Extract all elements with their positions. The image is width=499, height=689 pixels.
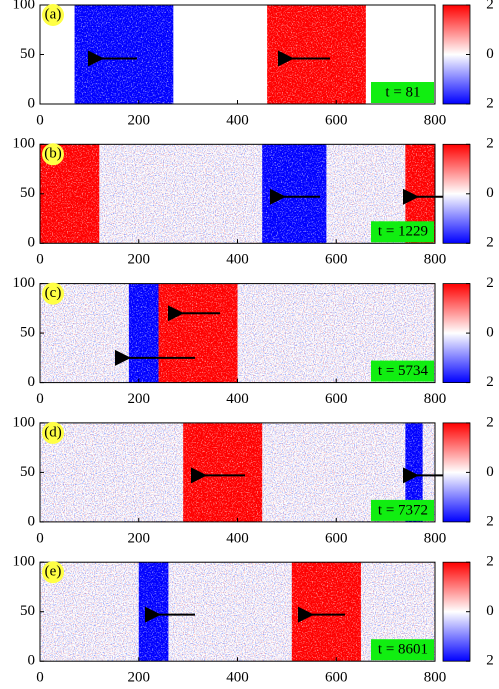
x-tick-label: 0 xyxy=(36,112,44,128)
x-tick-label: 800 xyxy=(424,530,447,546)
region-texture xyxy=(138,562,169,662)
label-badge xyxy=(42,282,64,305)
colorbar-tick-label: 2 xyxy=(486,0,494,12)
x-tick-label: 200 xyxy=(128,391,151,407)
x-tick-label: 400 xyxy=(226,670,249,686)
x-tick-label: 800 xyxy=(424,391,447,407)
panel: 0 200 400 600 800 0 50 100 (c) t = 5734 2 0 2 xyxy=(13,275,494,407)
annotation-box xyxy=(371,360,434,382)
annotation-box xyxy=(371,639,434,661)
label-badge xyxy=(42,421,64,444)
colorbar xyxy=(442,143,471,244)
x-tick-label: 600 xyxy=(325,530,348,546)
colorbar-tick-label: 0 xyxy=(486,603,494,619)
region-texture xyxy=(158,283,238,383)
y-tick-label: 0 xyxy=(28,513,36,529)
y-tick-label: 50 xyxy=(20,464,35,480)
y-tick-label: 50 xyxy=(20,46,35,62)
label-badge xyxy=(42,561,64,584)
x-tick-label: 800 xyxy=(424,112,447,128)
annotation-box xyxy=(371,82,434,103)
colorbar-tick-label: 2 xyxy=(486,136,494,152)
x-tick-label: 0 xyxy=(36,391,44,407)
x-tick-label: 400 xyxy=(226,112,249,128)
colorbar-tick-label: 0 xyxy=(486,325,494,341)
x-tick-label: 0 xyxy=(36,252,44,268)
label-badge xyxy=(42,143,64,166)
y-tick-label: 100 xyxy=(13,136,36,152)
noise-red xyxy=(40,144,435,244)
y-tick-label: 50 xyxy=(20,603,35,619)
region-texture xyxy=(267,5,366,104)
colorbar xyxy=(442,283,471,384)
annotation: t = 8601 xyxy=(378,642,428,658)
region-texture xyxy=(183,422,263,522)
colorbar-tick-label: 0 xyxy=(486,185,494,201)
panel-label: (d) xyxy=(44,424,62,440)
panel: 0 200 400 600 800 0 50 100 (a) t = 81 2 0 2 xyxy=(13,0,494,128)
annotation: t = 1229 xyxy=(378,224,428,240)
colorbar-tick-label: 2 xyxy=(486,95,494,111)
panel: 0 200 400 600 800 0 50 100 (b) t = 1229 2 0 2 xyxy=(13,136,494,268)
region-texture xyxy=(262,144,327,244)
colorbar-tick-label: 2 xyxy=(486,275,494,291)
x-tick-label: 400 xyxy=(226,530,249,546)
annotation: t = 81 xyxy=(385,84,420,100)
panel-label: (e) xyxy=(45,564,62,580)
x-tick-label: 600 xyxy=(325,391,348,407)
x-tick-label: 400 xyxy=(226,391,249,407)
colorbar-tick-label: 0 xyxy=(486,464,494,480)
colorbar-tick-label: 2 xyxy=(486,554,494,570)
region-texture xyxy=(74,5,174,104)
colorbar-tick-label: 2 xyxy=(486,235,494,251)
x-tick-label: 600 xyxy=(325,670,348,686)
y-tick-label: 0 xyxy=(28,235,36,251)
y-tick-label: 100 xyxy=(13,554,36,570)
annotation-box xyxy=(371,499,434,521)
panel-label: (a) xyxy=(45,6,62,22)
panel: 0 200 400 600 800 0 50 100 (d) t = 7372 2 0 2 xyxy=(13,414,494,546)
region-texture xyxy=(128,283,159,383)
label-badge xyxy=(42,4,64,26)
colorbar-tick-label: 0 xyxy=(486,46,494,62)
colorbar-tick-label: 2 xyxy=(486,513,494,529)
colorbar xyxy=(442,561,471,662)
panel-label: (b) xyxy=(44,146,62,162)
x-tick-label: 200 xyxy=(128,670,151,686)
y-tick-label: 0 xyxy=(28,374,36,390)
x-tick-label: 0 xyxy=(36,670,44,686)
noise-red xyxy=(40,562,435,662)
colorbar-tick-label: 2 xyxy=(486,653,494,669)
x-tick-label: 800 xyxy=(424,670,447,686)
y-tick-label: 100 xyxy=(13,275,36,291)
x-tick-label: 200 xyxy=(128,252,151,268)
y-tick-label: 0 xyxy=(28,95,36,111)
x-tick-label: 600 xyxy=(325,112,348,128)
panel: 0 200 400 600 800 0 50 100 (e) t = 8601 2 0 2 xyxy=(13,554,494,686)
x-tick-label: 200 xyxy=(128,112,151,128)
y-tick-label: 100 xyxy=(13,0,36,12)
x-tick-label: 800 xyxy=(424,252,447,268)
annotation: t = 5734 xyxy=(378,363,429,379)
x-tick-label: 600 xyxy=(325,252,348,268)
region-texture xyxy=(291,562,361,662)
colorbar-tick-label: 2 xyxy=(486,374,494,390)
annotation-box xyxy=(371,221,434,243)
annotation: t = 7372 xyxy=(378,502,428,518)
x-tick-label: 0 xyxy=(36,530,44,546)
panel-label: (c) xyxy=(45,285,62,301)
colorbar xyxy=(442,422,471,523)
y-tick-label: 50 xyxy=(20,325,35,341)
colorbar xyxy=(442,4,471,105)
colorbar-tick-label: 2 xyxy=(486,414,494,430)
x-tick-label: 400 xyxy=(226,252,249,268)
y-tick-label: 0 xyxy=(28,653,36,669)
x-tick-label: 200 xyxy=(128,530,151,546)
y-tick-label: 100 xyxy=(13,414,36,430)
y-tick-label: 50 xyxy=(20,185,35,201)
